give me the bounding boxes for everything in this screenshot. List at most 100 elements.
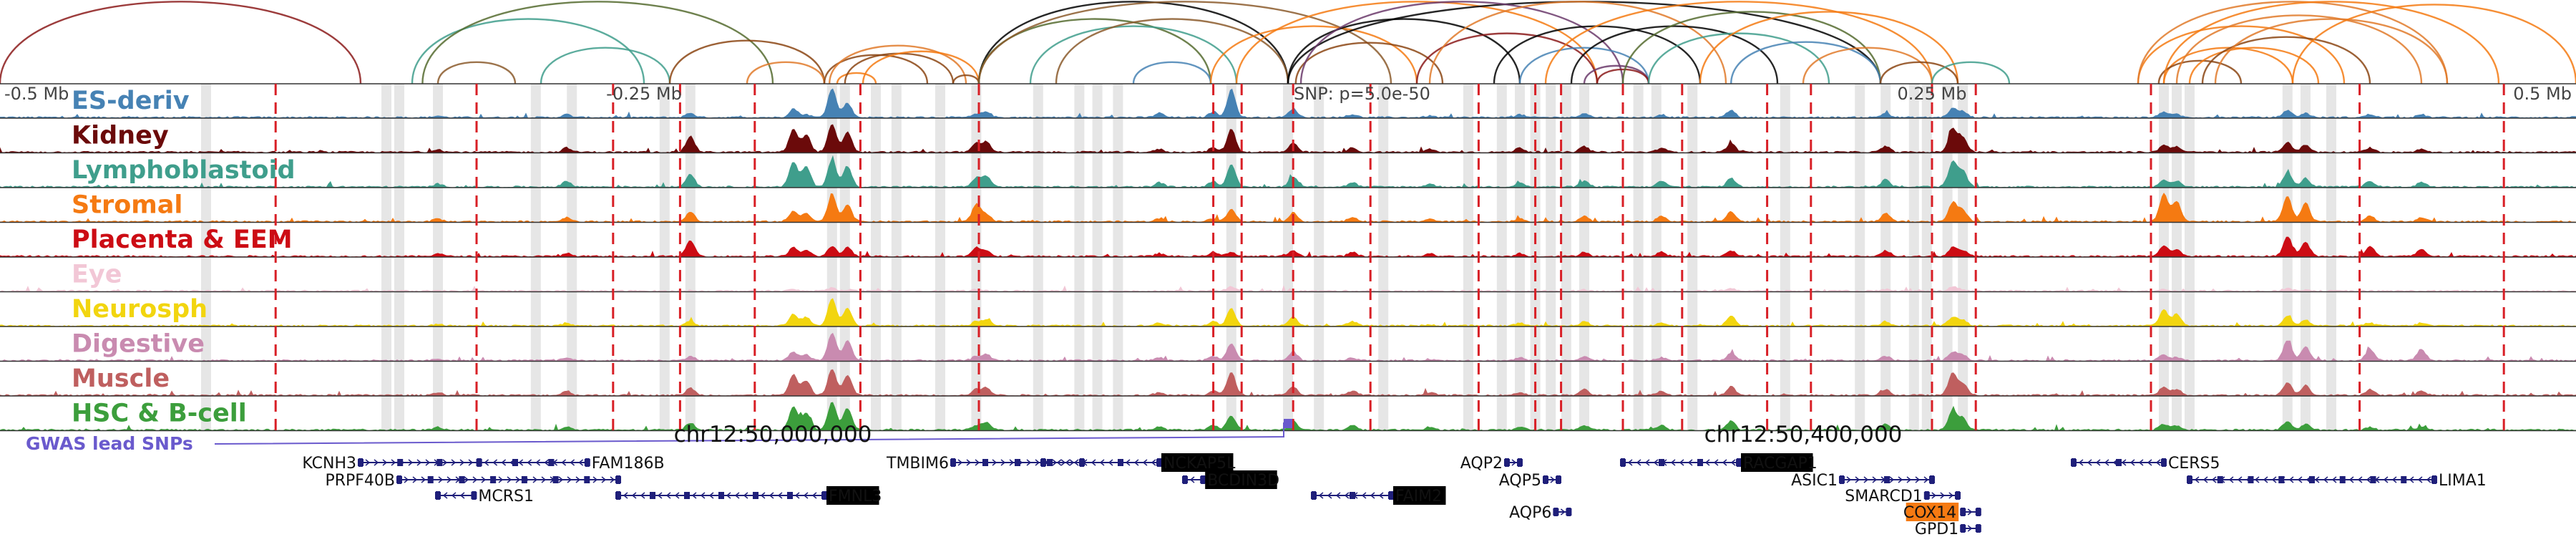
track-stromal: [0, 193, 2576, 223]
track-eye: [0, 285, 2576, 293]
gene-prpf40b: PRPF40B: [325, 472, 621, 490]
gene-cox14: COX14: [1903, 503, 1981, 522]
loop-arc-28: [1518, 47, 1650, 84]
gene-highlight-box-8: [1393, 486, 1446, 505]
loop-arc-23: [1294, 42, 1444, 84]
gene-label-13: ASIC1: [1791, 472, 1838, 490]
loop-arc-30: [1570, 25, 1779, 84]
track-label-5: Eye: [72, 261, 122, 289]
gene-direction-arrows-7: [1189, 476, 1195, 483]
gene-bcdin3d: BCDIN3D: [1182, 470, 1279, 490]
gene-direction-arrows-9: [1511, 459, 1517, 466]
gene-label-10: AQP5: [1499, 472, 1541, 490]
gene-label-14: SMARCD1: [1845, 488, 1923, 505]
gene-direction-arrows-14: [1931, 492, 1954, 499]
gene-label-12: RACGAP1: [1743, 455, 1818, 473]
gene-label-15: COX14: [1903, 504, 1956, 522]
gene-direction-arrows-12: [1627, 459, 1736, 466]
track-label-4: Placenta & EEM: [72, 226, 293, 254]
loop-arc-43: [2157, 59, 2243, 84]
gene-label-18: LIMA1: [2439, 472, 2487, 490]
gwas-lead-snps: GWAS lead SNPs: [26, 419, 1292, 454]
gene-direction-arrows-13: [1846, 476, 1929, 483]
loop-arc-34: [1647, 32, 1830, 84]
gene-tmbim6: TMBIM6: [886, 455, 1085, 473]
loop-arc-38: [1879, 61, 1959, 84]
gwas-label: GWAS lead SNPs: [26, 433, 193, 454]
gene-label-2: PRPF40B: [325, 472, 395, 490]
track-placenta-eem: [0, 236, 2576, 258]
loop-arc-18: [1132, 61, 1212, 84]
loop-arc-45: [2188, 47, 2320, 84]
gene-label-8: FAIM2: [1395, 488, 1442, 505]
track-signal-8: [0, 369, 2576, 396]
loop-arc-40: [2137, 25, 2346, 84]
loop-arc-8: [829, 44, 967, 84]
loop-arc-13: [977, 1, 1289, 84]
loop-arc-16: [1029, 25, 1238, 84]
position-axis-ticks: -0.5 Mb -0.25 Mb 0.25 Mb 0.5 Mb SNP: p=5.0e-…: [4, 84, 2572, 104]
genomic-coordinate-labels: chr12:50,000,000 chr12:50,400,000: [674, 422, 1903, 448]
track-label-7: Digestive: [72, 330, 205, 359]
snp-pvalue-label: SNP: p=5.0e-50: [1294, 84, 1430, 104]
loop-arc-25: [1415, 32, 1599, 84]
loop-arc-26: [1428, 1, 1727, 84]
track-label-0: ES-deriv: [72, 87, 190, 115]
dashed-marker-lines: [274, 84, 2505, 431]
loop-arc-2: [421, 1, 774, 84]
axis-tick-label-1: -0.25 Mb: [606, 84, 682, 104]
loop-arc-1: [411, 18, 645, 84]
track-muscle: [0, 369, 2576, 397]
track-labels: ES-deriv Kidney Lymphoblastoid Stromal Place…: [72, 87, 296, 428]
gene-highlight-box-4: [826, 486, 879, 505]
loop-arc-24: [1299, 1, 1624, 84]
loop-arc-15: [977, 1, 1392, 84]
gene-fmnl3: FMNL3: [615, 486, 882, 505]
loop-arc-47: [2162, 1, 2500, 84]
gene-label-17: CERS5: [2168, 455, 2220, 473]
gene-mcrs1: MCRS1: [435, 488, 534, 505]
loop-arc-9: [836, 72, 877, 84]
gene-label-9: AQP2: [1460, 455, 1503, 473]
loop-arc-35: [1699, 11, 1959, 84]
gene-direction-arrows-11: [1560, 508, 1566, 516]
loop-arc-4: [540, 47, 671, 84]
loop-arc-29: [1544, 1, 1933, 84]
gene-label-7: BCDIN3D: [1207, 472, 1279, 490]
gene-cers5: CERS5: [2071, 455, 2220, 473]
track-neurosph: [0, 298, 2576, 327]
gwas-snp-marker-0: [1284, 419, 1292, 428]
loop-arc-17: [1055, 18, 1289, 84]
loop-arc-37: [1802, 47, 1933, 84]
gene-direction-arrows-15: [1967, 508, 1973, 516]
gene-label-6: NCKAP5L: [1163, 455, 1236, 473]
gene-asic1: ASIC1: [1791, 472, 1935, 490]
loop-arc-32: [1596, 68, 1650, 84]
loop-arc-6: [746, 61, 826, 84]
gene-smarcd1: SMARCD1: [1845, 488, 1961, 505]
track-label-9: HSC & B-cell: [72, 400, 247, 428]
axis-tick-label-3: 0.5 Mb: [2513, 84, 2572, 104]
gene-highlight-box-7: [1205, 470, 1277, 489]
track-es-deriv: [0, 88, 2576, 119]
gene-label-4: FMNL3: [829, 488, 882, 505]
gene-nckap5l: NCKAP5L: [1040, 453, 1236, 473]
loop-arc-46: [2201, 36, 2371, 84]
gene-racgap1: RACGAP1: [1620, 453, 1818, 473]
gene-label-11: AQP6: [1509, 504, 1551, 522]
gene-direction-arrows-16: [1967, 525, 1973, 532]
gene-highlight-box-12: [1741, 453, 1813, 472]
gene-highlight-box-6: [1161, 453, 1234, 472]
gene-highlight-box-15: [1906, 503, 1959, 521]
loop-arc-20: [1235, 1, 1599, 84]
loop-arc-19: [1209, 25, 1418, 84]
gene-kcnh3: KCNH3: [302, 455, 482, 473]
chromatin-loop-arcs: [0, 1, 2576, 84]
gene-direction-arrows-10: [1550, 476, 1556, 483]
gene-label-5: TMBIM6: [886, 455, 949, 473]
gene-label-1: FAM186B: [592, 455, 665, 473]
gene-aqp2: AQP2: [1460, 455, 1523, 473]
loop-arc-7: [823, 54, 929, 84]
